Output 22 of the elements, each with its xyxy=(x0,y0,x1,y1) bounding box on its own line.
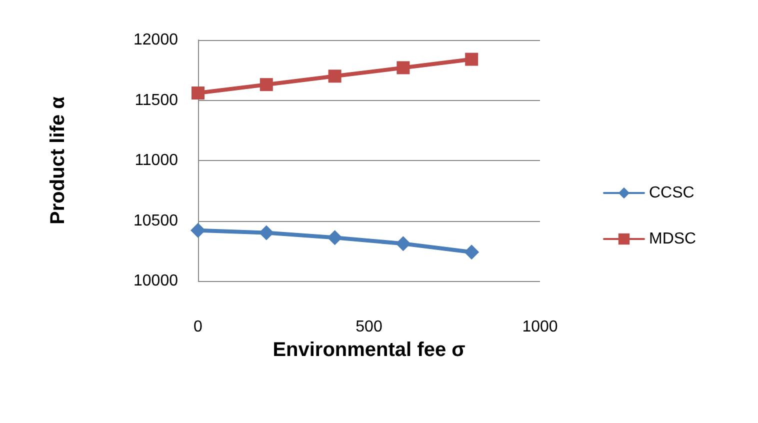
legend-label: MDSC xyxy=(649,230,696,248)
x-tick-label: 1000 xyxy=(522,318,558,336)
point xyxy=(190,222,206,238)
legend-label: CCSC xyxy=(649,184,694,202)
point xyxy=(327,230,342,246)
point xyxy=(465,52,478,66)
point xyxy=(464,244,480,260)
point xyxy=(328,70,342,83)
point xyxy=(396,236,411,252)
point xyxy=(258,225,274,240)
point xyxy=(396,61,410,74)
x-axis-title: Environmental fee σ xyxy=(272,338,466,361)
point xyxy=(260,78,273,92)
y-tick-label: 10000 xyxy=(134,272,178,290)
y-tick-label: 11500 xyxy=(134,92,178,109)
x-tick-label: 500 xyxy=(356,318,382,336)
y-tick-label: 12000 xyxy=(134,32,178,48)
y-tick-label: 11000 xyxy=(134,152,178,169)
y-tick-label: 10500 xyxy=(134,212,178,230)
y-axis-title: Product life α xyxy=(47,96,69,224)
x-tick-label: 0 xyxy=(194,318,203,336)
point xyxy=(192,86,204,100)
